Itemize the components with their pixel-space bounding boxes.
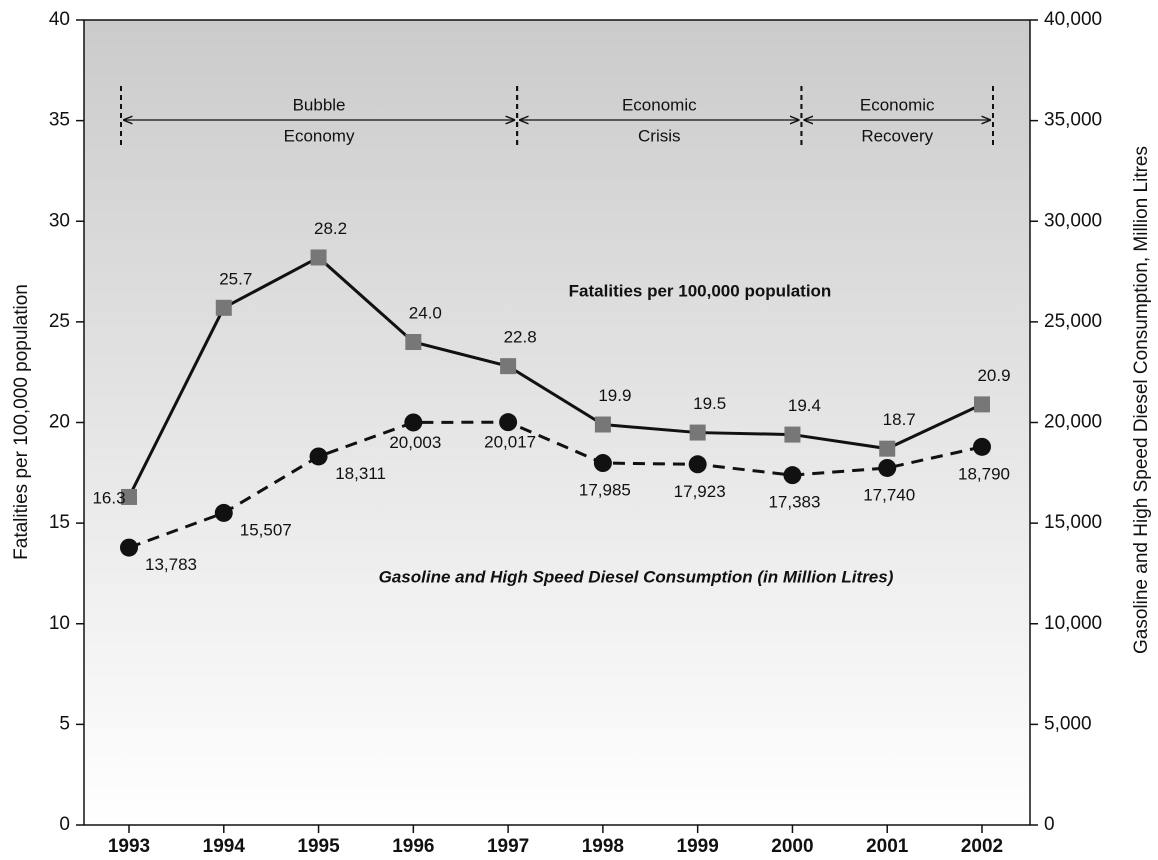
x-tick-label: 2002 <box>961 836 1003 857</box>
marker <box>973 437 991 456</box>
series-line <box>127 255 983 498</box>
y-tick-label: 35 <box>49 110 70 131</box>
y-tick-label: 25 <box>49 311 70 332</box>
y-axis-label: Fatalities per 100,000 population <box>11 284 32 560</box>
marker <box>784 426 801 443</box>
y2-tick-label: 30,000 <box>1044 210 1102 231</box>
period-label: Economic <box>860 95 935 114</box>
marker <box>404 413 423 432</box>
marker <box>879 440 896 457</box>
marker <box>878 458 897 477</box>
y-tick-label: 5 <box>59 713 70 734</box>
data-label: 28.2 <box>314 219 347 238</box>
data-label: 20.9 <box>977 366 1010 385</box>
x-tick-label: 1998 <box>582 836 624 857</box>
y-tick-label: 40 <box>49 9 70 30</box>
data-label: 18.7 <box>883 410 916 429</box>
data-label: 17,740 <box>863 485 915 504</box>
period-label: Economy <box>284 126 355 145</box>
marker <box>214 503 233 522</box>
marker <box>215 299 232 316</box>
y2-tick-label: 35,000 <box>1044 110 1102 131</box>
y2-tick-label: 0 <box>1044 814 1055 835</box>
x-tick-label: 1996 <box>392 836 434 857</box>
data-label: 22.8 <box>504 328 537 347</box>
series-label: Gasoline and High Speed Diesel Consumpti… <box>379 567 894 586</box>
marker <box>689 424 706 441</box>
marker <box>310 249 327 266</box>
marker <box>309 447 328 466</box>
marker <box>500 358 517 375</box>
period-label: Bubble <box>293 95 346 114</box>
data-label: 15,507 <box>240 520 292 539</box>
y-tick-label: 20 <box>49 412 70 433</box>
data-label: 13,783 <box>145 555 197 574</box>
data-label: 19.9 <box>598 386 631 405</box>
x-tick-label: 2001 <box>866 836 909 857</box>
marker <box>974 396 990 413</box>
marker <box>594 416 611 433</box>
y2-tick-label: 10,000 <box>1044 613 1102 634</box>
marker <box>120 538 138 557</box>
data-label: 25.7 <box>219 269 252 288</box>
y2-tick-label: 40,000 <box>1044 9 1102 30</box>
x-tick-label: 1994 <box>203 836 246 857</box>
marker <box>405 334 422 350</box>
data-label: 17,923 <box>674 482 726 501</box>
y2-tick-label: 25,000 <box>1044 311 1102 332</box>
y-tick-label: 0 <box>59 814 70 835</box>
marker <box>688 455 707 474</box>
data-label: 19.5 <box>693 394 726 413</box>
period-label: Crisis <box>638 126 681 145</box>
period-label: Recovery <box>861 126 933 145</box>
y-tick-label: 30 <box>49 210 70 231</box>
plot-area <box>83 19 1031 826</box>
marker <box>121 488 137 505</box>
y-tick-label: 10 <box>49 613 70 634</box>
marker <box>593 454 612 473</box>
y-tick-label: 15 <box>49 512 70 533</box>
series-line <box>128 420 983 550</box>
series-label: Fatalities per 100,000 population <box>569 281 832 300</box>
data-label: 20,003 <box>389 433 441 452</box>
y2-tick-label: 20,000 <box>1044 412 1102 433</box>
period-label: Economic <box>622 95 697 114</box>
x-tick-label: 1999 <box>677 836 719 857</box>
y2-tick-label: 15,000 <box>1044 512 1102 533</box>
data-label: 20,017 <box>484 433 536 452</box>
data-label: 17,985 <box>579 481 631 500</box>
x-tick-label: 1993 <box>108 836 150 857</box>
data-label: 18,790 <box>958 464 1010 483</box>
x-tick-label: 1997 <box>487 836 529 857</box>
marker <box>783 466 802 485</box>
marker <box>499 413 518 432</box>
x-tick-label: 2000 <box>771 836 813 857</box>
data-label: 17,383 <box>768 493 820 512</box>
data-label: 18,311 <box>335 464 386 483</box>
y2-tick-label: 5,000 <box>1044 713 1092 734</box>
data-label: 19.4 <box>788 396 821 415</box>
data-label: 16.3 <box>92 488 125 507</box>
y2-axis-label: Gasoline and High Speed Diesel Consumpti… <box>1131 146 1152 654</box>
data-label: 24.0 <box>409 303 442 322</box>
x-tick-label: 1995 <box>297 836 340 857</box>
